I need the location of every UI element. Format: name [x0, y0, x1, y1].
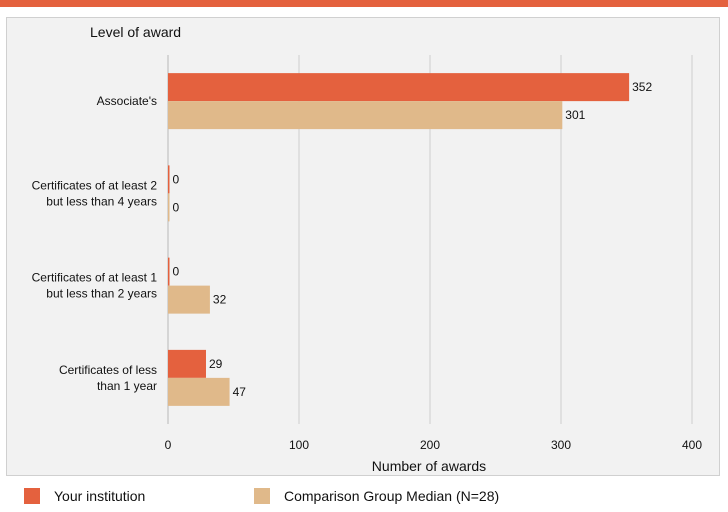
- x-tick-label: 100: [289, 438, 309, 452]
- legend-swatch-comparison: [254, 488, 270, 504]
- x-tick-label: 0: [165, 438, 172, 452]
- category-label: Certificates of at least 1: [32, 271, 158, 285]
- data-label: 32: [213, 293, 227, 307]
- category-label: than 1 year: [97, 379, 157, 393]
- category-label: Certificates of at least 2: [32, 178, 158, 192]
- data-label: 47: [233, 385, 247, 399]
- legend-label-institution: Your institution: [54, 488, 146, 504]
- data-label: 29: [209, 357, 223, 371]
- bar-institution: [168, 257, 170, 286]
- bar-comparison: [168, 193, 170, 222]
- legend-item-institution: Your institution: [24, 488, 145, 504]
- legend-swatch-institution: [24, 488, 40, 504]
- legend-item-comparison: Comparison Group Median (N=28): [254, 488, 499, 504]
- legend: Your institution Comparison Group Median…: [0, 484, 728, 512]
- category-label: but less than 2 years: [46, 287, 157, 301]
- bar-chart: Level of award Number of awards 0 100 200 3…: [32, 24, 703, 474]
- category-label: Associate's: [97, 94, 157, 108]
- data-label: 352: [632, 80, 652, 94]
- data-label: 0: [173, 200, 180, 214]
- bar-comparison: [168, 285, 210, 314]
- bar-comparison: [168, 101, 563, 130]
- data-label: 301: [565, 108, 585, 122]
- header-accent-bar: [0, 0, 728, 7]
- bar-institution: [168, 73, 630, 102]
- x-axis-title: Number of awards: [372, 458, 486, 474]
- bar-comparison: [168, 377, 230, 406]
- data-label: 0: [173, 172, 180, 186]
- chart-title: Level of award: [90, 24, 181, 40]
- legend-label-comparison: Comparison Group Median (N=28): [284, 488, 500, 504]
- x-tick-label: 400: [682, 438, 702, 452]
- x-tick-label: 200: [420, 438, 440, 452]
- category-label: Certificates of less: [59, 363, 157, 377]
- data-label: 0: [173, 265, 180, 279]
- x-tick-label: 300: [551, 438, 571, 452]
- bar-institution: [168, 165, 170, 194]
- category-label: but less than 4 years: [46, 194, 157, 208]
- bar-institution: [168, 349, 206, 378]
